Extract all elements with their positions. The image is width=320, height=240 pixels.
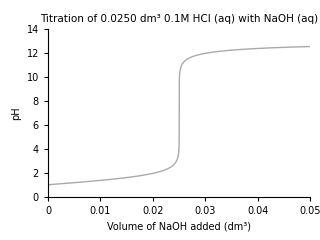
Y-axis label: pH: pH xyxy=(11,106,21,120)
Title: Titration of 0.0250 dm³ 0.1M HCl (aq) with NaOH (aq): Titration of 0.0250 dm³ 0.1M HCl (aq) wi… xyxy=(40,14,318,24)
X-axis label: Volume of NaOH added (dm³): Volume of NaOH added (dm³) xyxy=(107,221,251,231)
